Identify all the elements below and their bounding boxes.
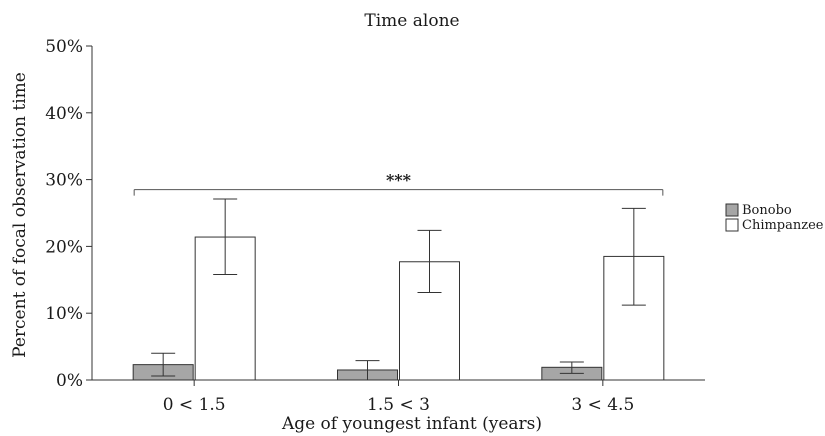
y-tick-label: 10% bbox=[45, 304, 83, 324]
x-tick-label: 1.5 < 3 bbox=[367, 395, 430, 415]
legend-label-chimpanzee: Chimpanzee bbox=[742, 218, 824, 233]
x-ticks: 0 < 1.5 1.5 < 3 3 < 4.5 bbox=[163, 380, 634, 415]
y-tick-label: 30% bbox=[45, 171, 83, 191]
x-axis-label: Age of youngest infant (years) bbox=[281, 414, 542, 434]
legend-label-bonobo: Bonobo bbox=[742, 203, 792, 218]
y-tick-label: 50% bbox=[45, 37, 83, 57]
y-tick-label: 40% bbox=[45, 104, 83, 124]
y-tick-label: 0% bbox=[56, 371, 83, 391]
significance-label: *** bbox=[386, 171, 412, 190]
chart-title: Time alone bbox=[364, 11, 459, 31]
significance-bracket: *** bbox=[133, 171, 664, 196]
x-tick-label: 3 < 4.5 bbox=[571, 395, 634, 415]
y-ticks: 0% 10% 20% 30% 40% 50% bbox=[45, 37, 92, 391]
bars bbox=[132, 198, 665, 381]
x-tick-label: 0 < 1.5 bbox=[163, 395, 226, 415]
legend-swatch-chimpanzee bbox=[725, 218, 739, 232]
legend-swatch-bonobo bbox=[725, 203, 739, 217]
y-tick-label: 20% bbox=[45, 237, 83, 257]
y-axis-label: Percent of focal observation time bbox=[10, 72, 30, 358]
